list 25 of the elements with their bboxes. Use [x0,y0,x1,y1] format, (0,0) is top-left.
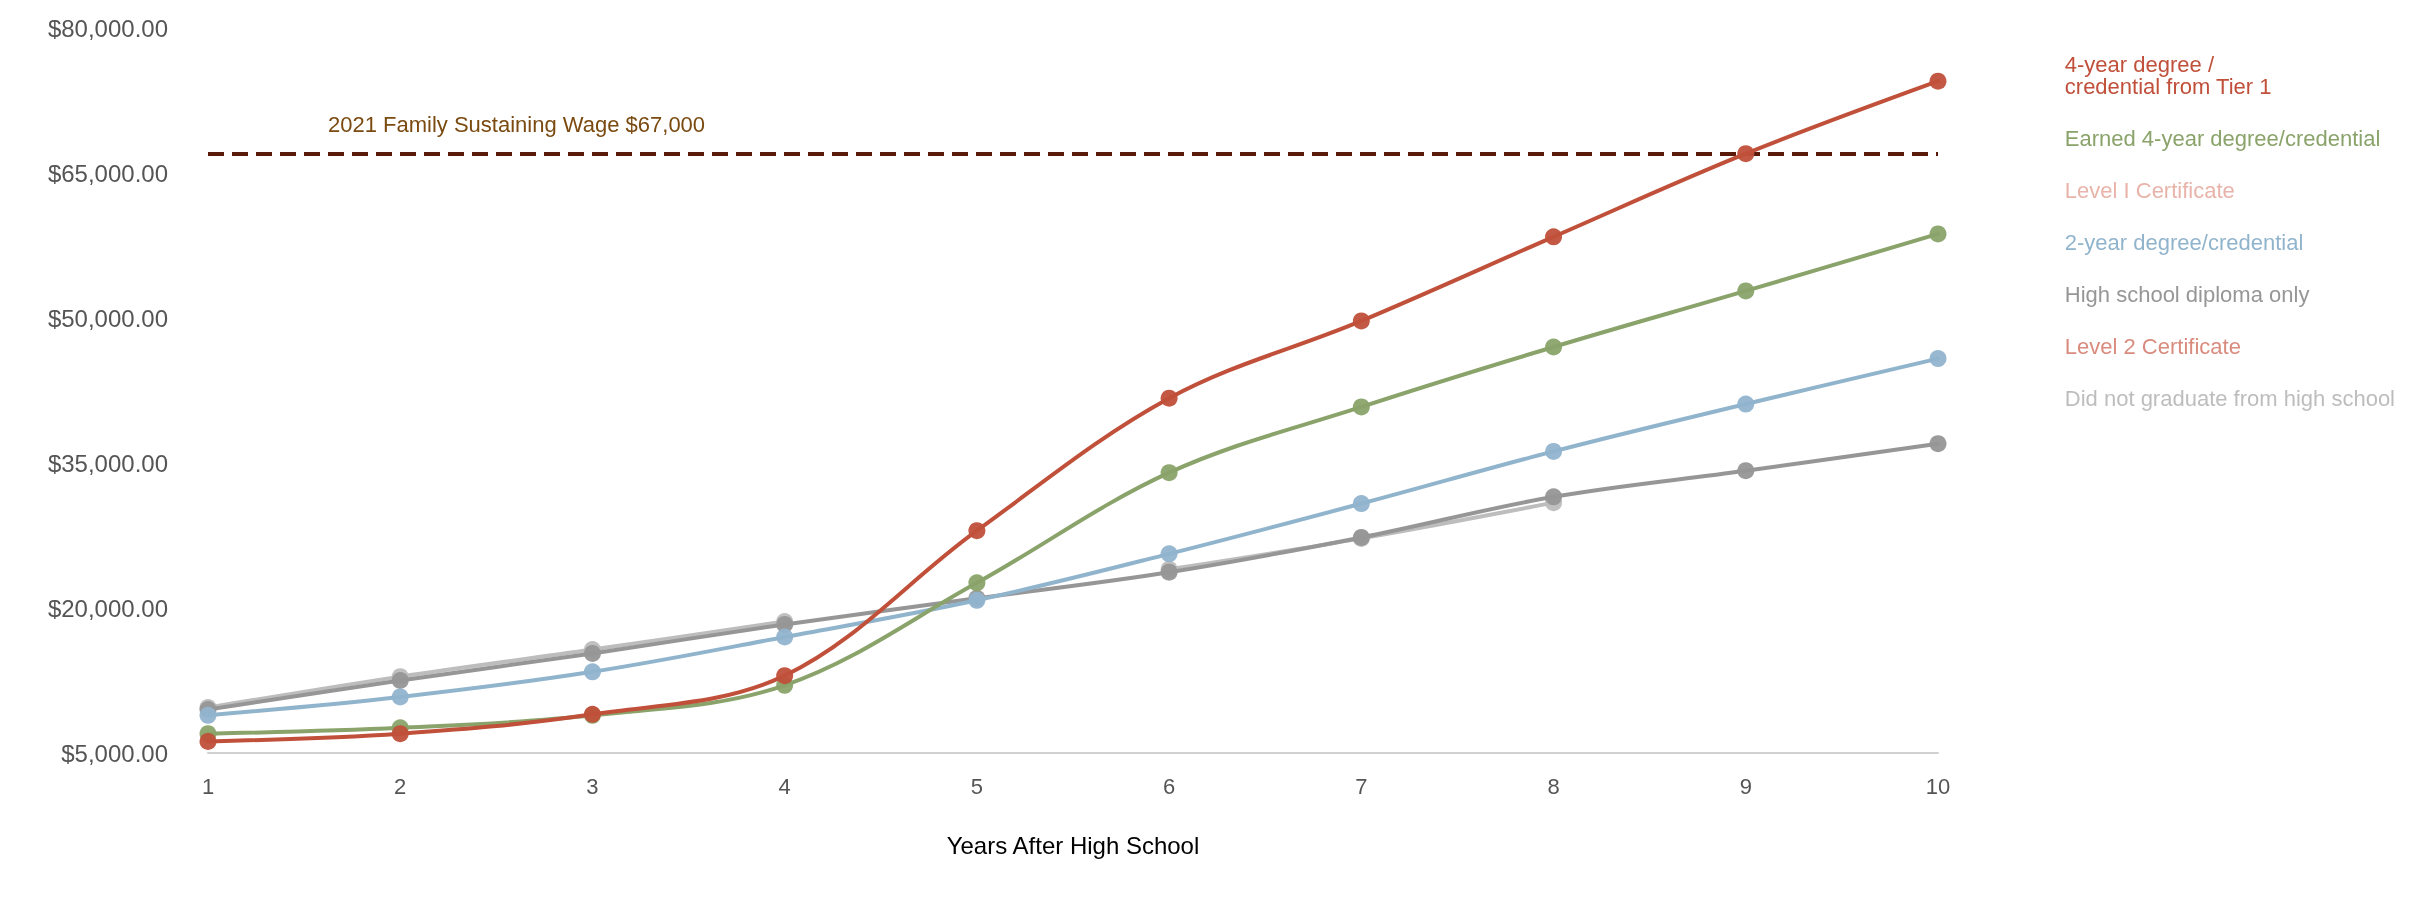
x-tick-label: 8 [1547,773,1560,799]
y-tick-label: $35,000.00 [47,449,168,477]
ref-line-label: 2021 Family Sustaining Wage $67,000 [328,112,706,138]
x-tick-label: 6 [1162,773,1176,799]
x-tick-label: 7 [1355,773,1368,799]
y-tick-label: $5,000.00 [61,739,168,767]
x-tick-label: 9 [1739,773,1752,799]
x-axis-title: Years After High School [946,831,1200,859]
text: 2-year degree/credential [2064,229,2304,255]
x-tick-label: 4 [778,773,791,799]
text: 4-year degree / credential from Tier 1 [2064,51,2272,99]
text: High school diploma only [2064,281,2310,307]
legend-label: Level 2 Certificate [2064,333,2241,359]
legend-label: Level I Certificate [2064,177,2235,203]
x-tick-label: 1 [201,773,215,799]
y-tick-label: $20,000.00 [47,594,168,622]
y-tick-label: $50,000.00 [47,304,168,332]
y-tick-label: $80,000.00 [47,14,168,42]
x-tick-label: 5 [970,773,984,799]
x-tick-label: 2 [394,773,407,799]
text: Did not graduate from high school [2064,385,2396,411]
y-tick-label: $65,000.00 [47,159,168,187]
x-tick-label: 3 [586,773,599,799]
text: Earned 4-year degree/credential [2064,125,2381,151]
x-tick-label: 10 [1925,773,1951,799]
